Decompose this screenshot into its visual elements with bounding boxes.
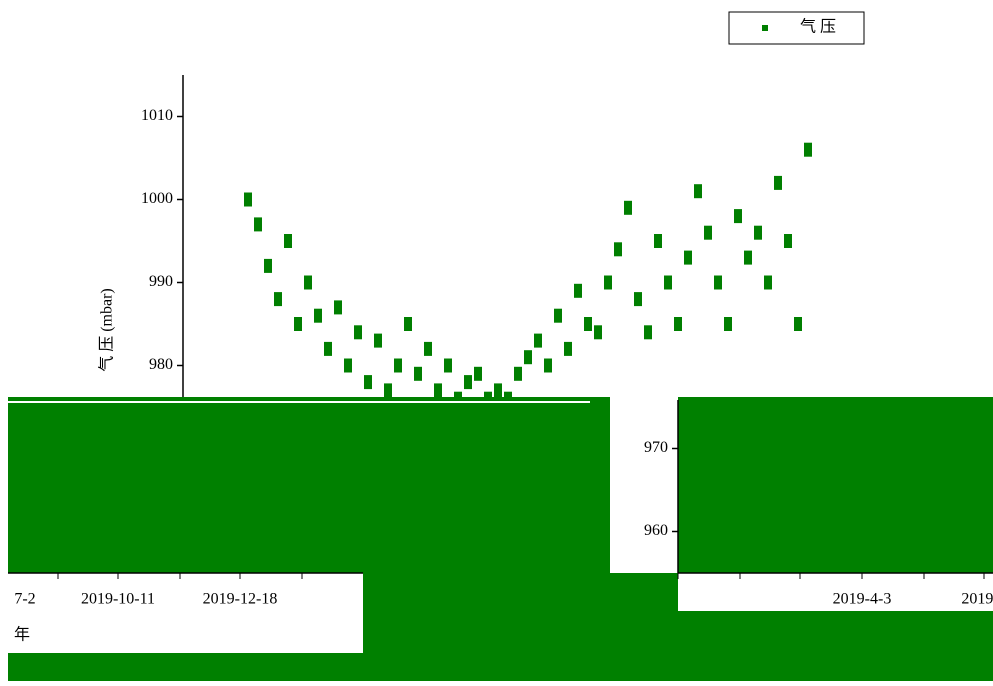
point xyxy=(574,283,582,298)
point xyxy=(604,275,612,290)
x-tick-label: 2019-10-11 xyxy=(81,591,155,608)
point xyxy=(394,358,402,373)
point xyxy=(624,200,632,215)
point xyxy=(424,341,432,356)
point xyxy=(524,350,532,365)
point xyxy=(284,234,292,248)
point xyxy=(544,358,552,373)
legend-box xyxy=(728,11,865,45)
point xyxy=(794,317,802,331)
point xyxy=(444,358,452,373)
point xyxy=(264,258,272,273)
point xyxy=(744,250,752,265)
point xyxy=(364,375,372,390)
point xyxy=(584,317,592,331)
point xyxy=(354,325,362,340)
point xyxy=(684,250,692,265)
point xyxy=(244,192,252,207)
point xyxy=(464,375,472,390)
point xyxy=(404,317,412,331)
x-axis-label: 年 xyxy=(14,626,30,644)
legend-marker xyxy=(762,25,768,31)
point xyxy=(434,383,442,398)
point xyxy=(674,317,682,331)
point xyxy=(634,292,642,307)
point xyxy=(804,142,812,157)
x-tick-label: 2019-4-3 xyxy=(833,591,892,608)
point xyxy=(614,242,622,257)
point xyxy=(534,333,542,348)
point xyxy=(254,217,262,232)
point xyxy=(714,275,722,290)
point xyxy=(594,325,602,340)
point xyxy=(384,383,392,398)
point xyxy=(734,209,742,224)
point xyxy=(564,341,572,356)
x-tick-label: 2019-12-18 xyxy=(203,591,278,608)
glitch-panel xyxy=(610,397,678,573)
y-tick-label: 960 xyxy=(644,522,668,539)
glitch-panel xyxy=(8,573,363,653)
y-tick-label: 1000 xyxy=(141,190,173,207)
point xyxy=(274,292,282,307)
point xyxy=(554,308,562,323)
y-axis-label: 气 压 (mbar) xyxy=(98,288,116,372)
point xyxy=(334,300,342,315)
point xyxy=(304,275,312,290)
point xyxy=(344,358,352,373)
x-tick-label: 2019- xyxy=(961,591,993,608)
point xyxy=(414,366,422,381)
point xyxy=(724,317,732,331)
y-tick-label: 980 xyxy=(149,356,173,373)
point xyxy=(324,341,332,356)
point xyxy=(764,275,772,290)
legend-label: 气 压 xyxy=(800,18,836,36)
point xyxy=(654,234,662,248)
point xyxy=(314,308,322,323)
point xyxy=(644,325,652,340)
y-tick-label: 1010 xyxy=(141,107,173,124)
x-tick-label: 7-2 xyxy=(14,591,35,608)
y-tick-label: 970 xyxy=(644,439,668,456)
point xyxy=(494,383,502,398)
point xyxy=(694,184,702,199)
point xyxy=(754,225,762,240)
point xyxy=(294,317,302,331)
point xyxy=(664,275,672,290)
glitch-panel xyxy=(678,573,993,611)
point xyxy=(474,366,482,381)
point xyxy=(514,366,522,381)
y-tick-label: 990 xyxy=(149,273,173,290)
point xyxy=(704,225,712,240)
point xyxy=(774,175,782,190)
point xyxy=(784,234,792,248)
point xyxy=(374,333,382,348)
